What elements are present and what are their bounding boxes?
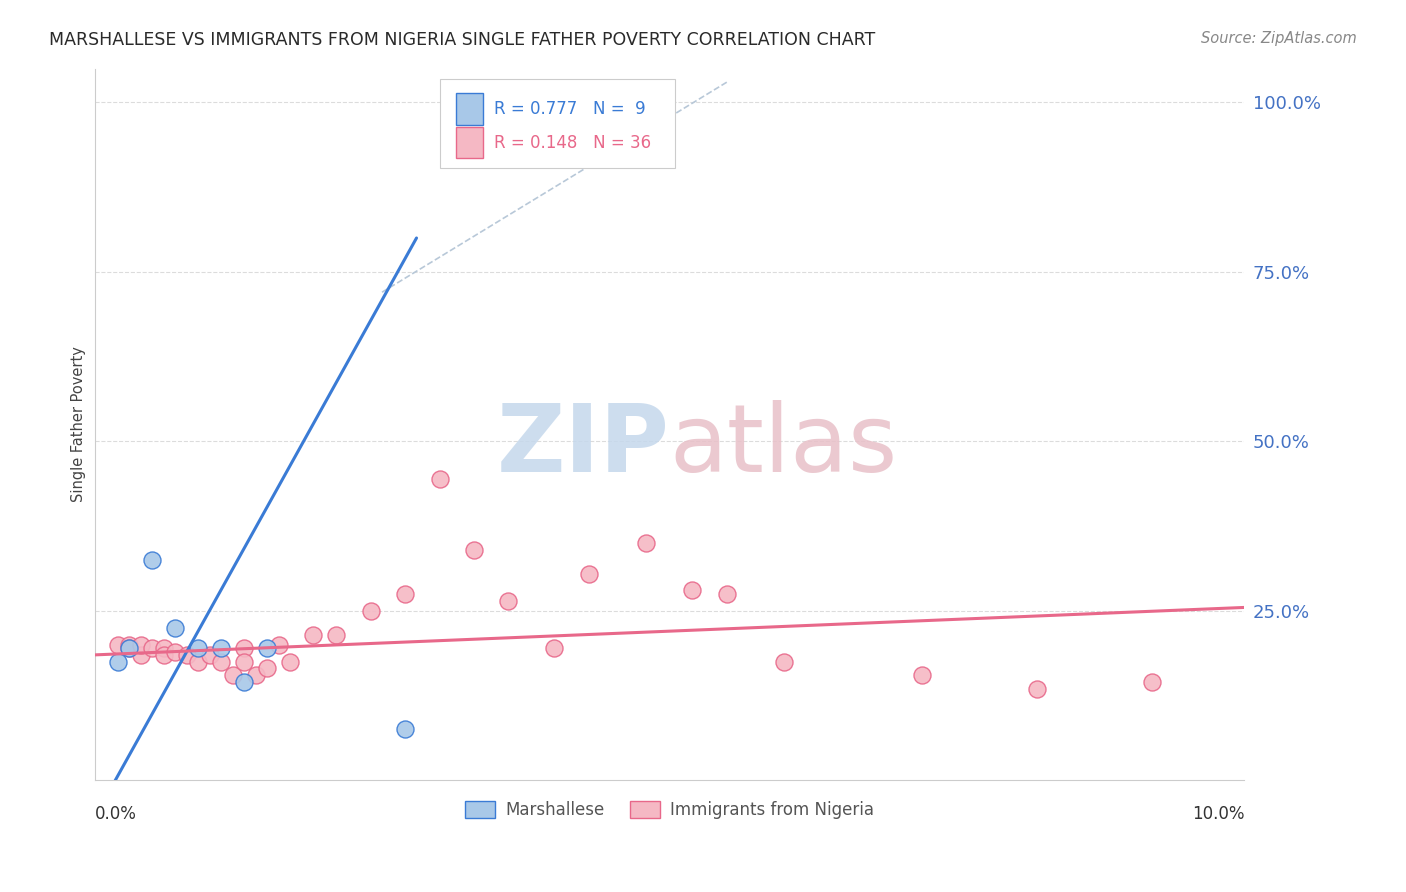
Point bbox=[498, 593, 520, 607]
Point bbox=[325, 627, 347, 641]
Point bbox=[394, 723, 416, 737]
Point bbox=[636, 536, 658, 550]
Point bbox=[141, 641, 163, 656]
Point bbox=[716, 587, 738, 601]
Point bbox=[543, 641, 565, 656]
Point bbox=[256, 661, 278, 675]
Text: R = 0.777   N =  9: R = 0.777 N = 9 bbox=[494, 100, 645, 118]
Point bbox=[118, 641, 141, 656]
Point bbox=[141, 553, 163, 567]
Text: R = 0.148   N = 36: R = 0.148 N = 36 bbox=[494, 134, 651, 152]
Point bbox=[302, 627, 325, 641]
Point bbox=[773, 655, 796, 669]
Point bbox=[256, 641, 278, 656]
Point bbox=[107, 638, 129, 652]
Point bbox=[118, 641, 141, 656]
FancyBboxPatch shape bbox=[440, 79, 675, 169]
Point bbox=[245, 668, 267, 682]
Point bbox=[187, 655, 209, 669]
Point bbox=[1142, 675, 1164, 690]
Text: ZIP: ZIP bbox=[496, 400, 669, 491]
FancyBboxPatch shape bbox=[456, 127, 484, 158]
Point bbox=[394, 587, 416, 601]
Point bbox=[1026, 681, 1049, 696]
Point bbox=[187, 641, 209, 656]
Point bbox=[118, 638, 141, 652]
Point bbox=[578, 566, 600, 581]
Point bbox=[429, 472, 451, 486]
Point bbox=[221, 668, 243, 682]
Point bbox=[165, 644, 187, 658]
Point bbox=[176, 648, 198, 662]
Point bbox=[129, 648, 152, 662]
FancyBboxPatch shape bbox=[456, 94, 484, 125]
Point bbox=[129, 638, 152, 652]
Point bbox=[911, 668, 934, 682]
Text: Source: ZipAtlas.com: Source: ZipAtlas.com bbox=[1201, 31, 1357, 46]
Point bbox=[463, 542, 485, 557]
Point bbox=[360, 604, 382, 618]
Text: 10.0%: 10.0% bbox=[1192, 805, 1244, 823]
Y-axis label: Single Father Poverty: Single Father Poverty bbox=[72, 346, 86, 502]
Point bbox=[209, 655, 232, 669]
Point bbox=[233, 675, 256, 690]
Point bbox=[267, 638, 290, 652]
Point bbox=[278, 655, 301, 669]
Point bbox=[209, 641, 232, 656]
Legend: Marshallese, Immigrants from Nigeria: Marshallese, Immigrants from Nigeria bbox=[458, 794, 880, 825]
Point bbox=[152, 641, 174, 656]
Text: atlas: atlas bbox=[669, 400, 897, 491]
Point bbox=[198, 648, 221, 662]
Point bbox=[107, 655, 129, 669]
Point bbox=[165, 621, 187, 635]
Point bbox=[682, 583, 704, 598]
Point bbox=[233, 641, 256, 656]
Point bbox=[233, 655, 256, 669]
Text: MARSHALLESE VS IMMIGRANTS FROM NIGERIA SINGLE FATHER POVERTY CORRELATION CHART: MARSHALLESE VS IMMIGRANTS FROM NIGERIA S… bbox=[49, 31, 876, 49]
Text: 0.0%: 0.0% bbox=[94, 805, 136, 823]
Point bbox=[152, 648, 174, 662]
